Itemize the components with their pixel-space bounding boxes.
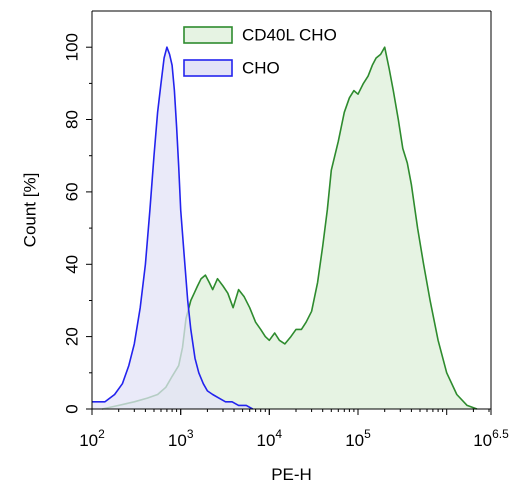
legend-item-cd40l-cho: CD40L CHO [183, 26, 337, 45]
y-axis-title: Count [%] [21, 173, 40, 248]
legend: CD40L CHO CHO [183, 26, 337, 78]
y-tick-label: 0 [63, 404, 82, 413]
y-tick-label: 20 [63, 327, 82, 346]
legend-swatch-cd40l-cho [183, 26, 233, 44]
legend-item-cho: CHO [183, 59, 280, 78]
series-area-cho [92, 47, 253, 409]
legend-label-cd40l-cho: CD40L CHO [242, 26, 337, 45]
legend-label-cho: CHO [242, 59, 280, 78]
x-tick-label: 104 [256, 427, 282, 450]
y-tick-label: 60 [63, 182, 82, 201]
series-layer [92, 46, 478, 410]
x-axis-ticks: 102 103 104 105 106.5 [79, 409, 509, 450]
y-tick-label: 100 [63, 33, 82, 61]
y-tick-label: 80 [63, 110, 82, 129]
y-axis-ticks: 0 20 40 60 80 100 [63, 33, 92, 414]
axis-frame [91, 10, 492, 410]
series-area-cd40l-cho [102, 47, 477, 409]
x-axis-title: PE-H [271, 465, 312, 484]
x-tick-label: 103 [168, 427, 194, 450]
x-tick-label: 105 [345, 427, 371, 450]
legend-swatch-cho [183, 59, 233, 77]
series-line-cho [92, 46, 254, 410]
x-tick-label: 106.5 [473, 427, 509, 450]
series-line-cd40l-cho [101, 46, 478, 410]
x-tick-label: 102 [79, 427, 105, 450]
y-tick-label: 40 [63, 255, 82, 274]
